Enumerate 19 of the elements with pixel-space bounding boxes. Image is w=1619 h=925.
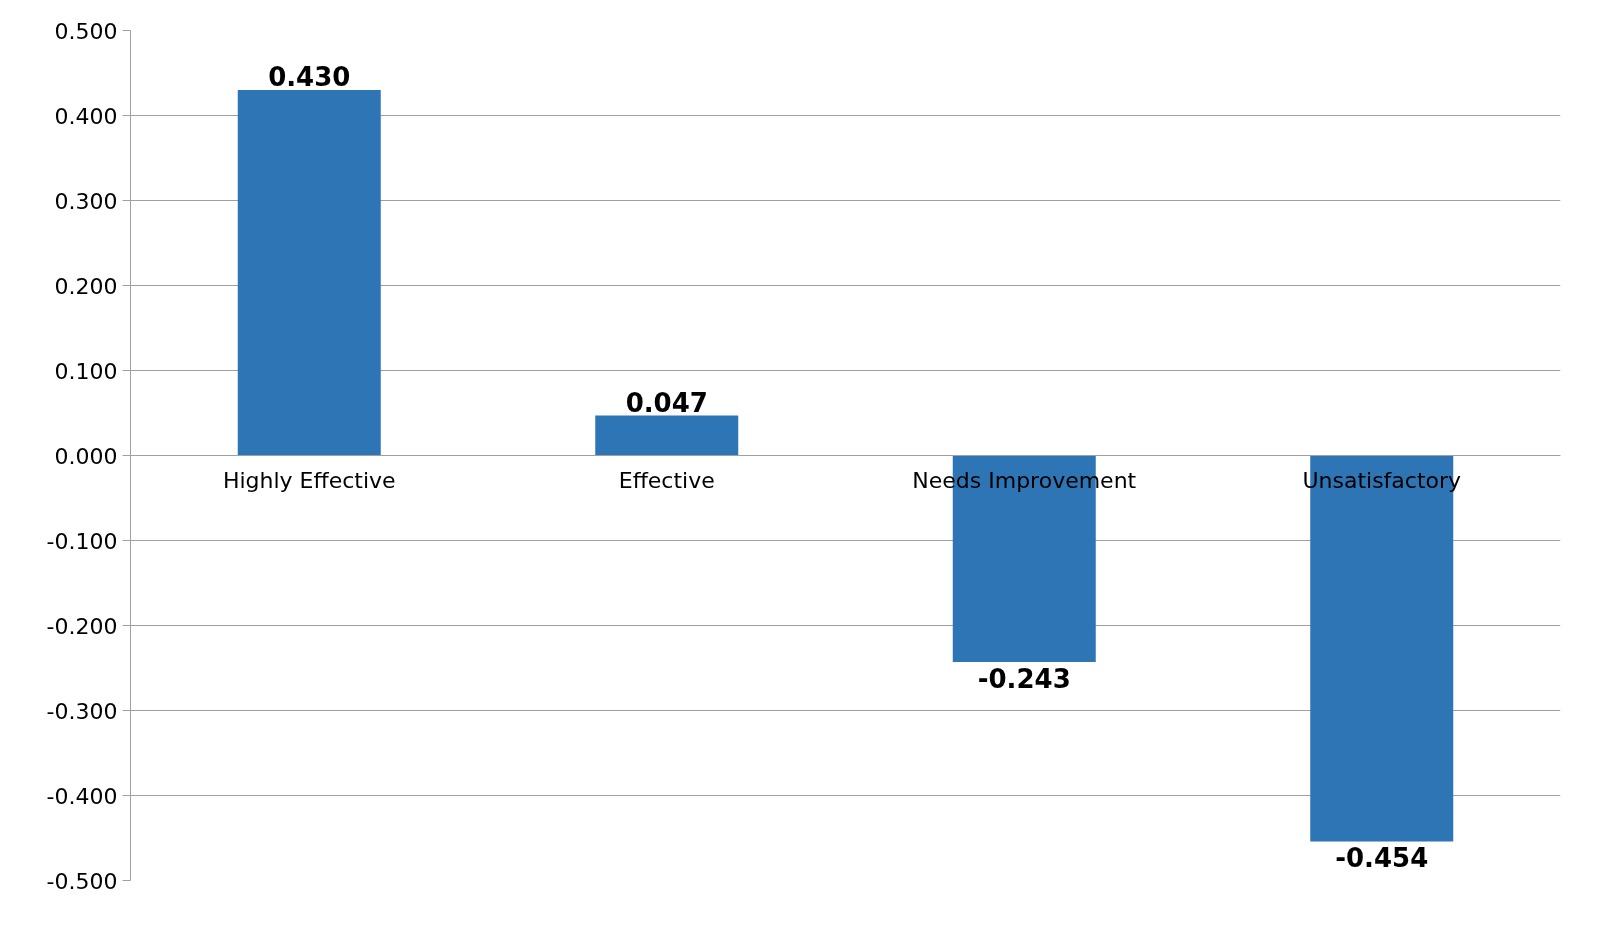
y-tick-label: 0.100: [54, 358, 118, 384]
data-label: -0.243: [977, 664, 1071, 695]
x-tick-label: Effective: [618, 467, 715, 493]
y-tick-label: -0.500: [46, 868, 118, 894]
y-tick-label: 0.500: [54, 18, 118, 44]
y-tick-label: 0.300: [54, 188, 118, 214]
y-tick-label: -0.400: [46, 783, 118, 809]
data-label: 0.430: [268, 62, 351, 92]
data-label: 0.047: [625, 387, 708, 418]
bar: [237, 90, 381, 456]
y-tick-label: 0.000: [54, 443, 118, 469]
y-tick-label: 0.200: [54, 273, 118, 299]
bar: [595, 415, 739, 456]
y-tick-label: -0.100: [46, 528, 118, 554]
y-tick-label: 0.400: [54, 103, 118, 129]
y-tick-label: -0.300: [46, 698, 118, 724]
y-tick-label: -0.200: [46, 613, 118, 639]
x-tick-label: Highly Effective: [222, 467, 396, 493]
data-label: -0.454: [1335, 843, 1429, 874]
